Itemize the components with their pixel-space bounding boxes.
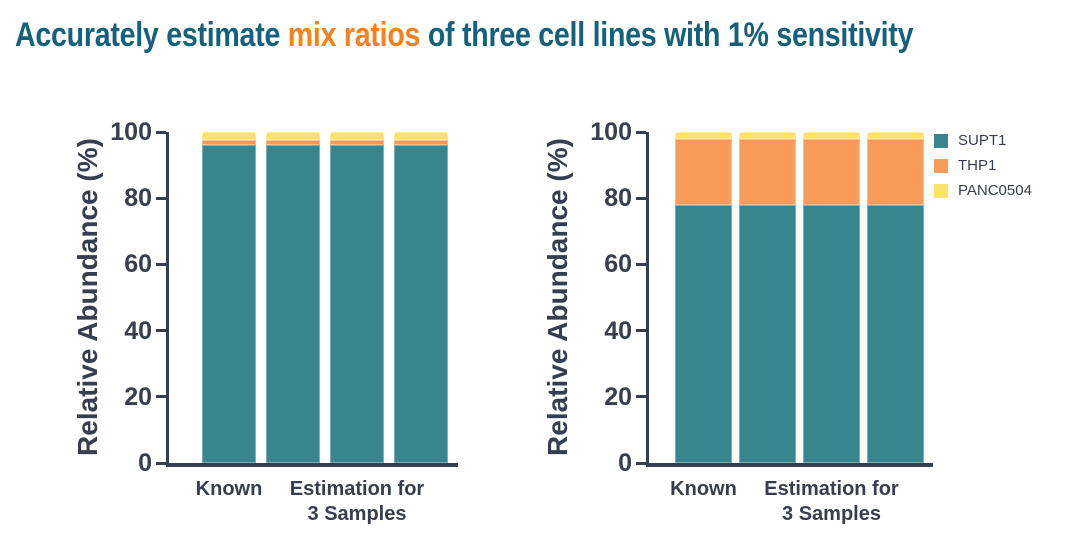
y-axis-tick: [636, 329, 646, 333]
plot-area: 0 20 40 60 80 100 Known Estimation for 3 Sample…: [590, 118, 933, 525]
y-axis-tick: [156, 395, 166, 399]
left-stacked-bar-chart: Relative Abundance (%) 0 20 40 60 80 100 Known…: [60, 110, 530, 540]
y-axis-tick: [156, 262, 166, 266]
legend-label: PANC0504: [958, 182, 1032, 199]
y-axis-tick: [156, 130, 166, 134]
legend-label: THP1: [958, 157, 997, 174]
y-axis-tick: [636, 196, 646, 200]
y-tick-label: 40: [604, 316, 632, 345]
y-tick-label: 80: [604, 184, 632, 213]
x-axis-group-label: Estimation for 3 Samples: [289, 478, 425, 525]
bar-segment-panc0504: [202, 132, 256, 141]
bar-segment-thp1: [394, 140, 448, 146]
y-axis-tick: [156, 329, 166, 333]
right-stacked-bar-chart: Relative Abundance (%) 0 20 40 60 80 100 Known…: [530, 110, 1090, 540]
bar-segment-panc0504: [675, 132, 732, 139]
bar-segment-panc0504: [739, 132, 796, 139]
y-axis-tick: [636, 262, 646, 266]
y-axis-title: Relative Abundance (%): [542, 138, 573, 456]
y-tick-label: 100: [590, 118, 632, 146]
bar-segment-supt1: [803, 204, 860, 463]
stacked-bar: [803, 132, 860, 463]
legend-item: SUPT1: [934, 128, 1032, 153]
bar-segment-thp1: [739, 138, 796, 205]
y-tick-label: 20: [124, 382, 152, 411]
page-title: Accurately estimate mix ratios of three …: [15, 16, 913, 55]
bar-segment-supt1: [394, 145, 448, 463]
stacked-bar: [394, 132, 448, 463]
y-tick-label: 0: [618, 449, 632, 477]
bar-segment-thp1: [867, 138, 924, 205]
x-axis-group-label: Estimation for 3 Samples: [764, 478, 899, 525]
bar-segment-supt1: [266, 145, 320, 463]
bar-segment-panc0504: [330, 132, 384, 141]
y-axis-tick: [636, 130, 646, 134]
title-highlight: mix ratios: [287, 16, 421, 54]
legend: SUPT1 THP1 PANC0504: [934, 128, 1032, 203]
y-tick-label: 20: [604, 382, 632, 411]
bar-segment-panc0504: [803, 132, 860, 139]
y-axis-tick: [156, 461, 166, 465]
y-axis-tick: [636, 461, 646, 465]
y-axis-title: Relative Abundance (%): [72, 138, 103, 456]
legend-item: THP1: [934, 153, 1032, 178]
plot-area: 0 20 40 60 80 100 Known Estimation for 3 Sample…: [110, 118, 458, 525]
y-tick-label: 80: [124, 184, 152, 213]
legend-label: SUPT1: [958, 132, 1007, 149]
legend-swatch-thp1: [934, 158, 948, 173]
legend-swatch-supt1: [934, 133, 948, 148]
legend-swatch-panc0504: [934, 183, 948, 198]
bar-segment-panc0504: [394, 132, 448, 141]
stacked-bar: [867, 132, 924, 463]
y-tick-label: 100: [110, 118, 152, 146]
stacked-bar: [739, 132, 796, 463]
y-axis-tick: [636, 395, 646, 399]
bar-segment-thp1: [202, 140, 256, 146]
bar-segment-thp1: [266, 140, 320, 146]
bar-segment-thp1: [330, 140, 384, 146]
y-tick-label: 60: [124, 250, 152, 279]
stacked-bar: [266, 132, 320, 463]
stacked-bar: [675, 132, 732, 463]
bar-segment-supt1: [867, 204, 924, 463]
bar-segment-supt1: [202, 145, 256, 463]
x-axis-group-label: Known: [670, 478, 737, 500]
bar-segment-thp1: [803, 138, 860, 205]
bar-segment-supt1: [330, 145, 384, 463]
y-axis-tick: [156, 196, 166, 200]
y-tick-label: 40: [124, 316, 152, 345]
y-tick-label: 0: [138, 449, 152, 477]
stacked-bar: [330, 132, 384, 463]
bar-segment-supt1: [739, 204, 796, 463]
bar-segment-supt1: [675, 204, 732, 463]
title-main-prefix: Accurately estimate: [15, 16, 288, 54]
title-main-suffix: of three cell lines with 1% sensitivity: [420, 16, 914, 54]
y-tick-label: 60: [604, 250, 632, 279]
stacked-bar: [202, 132, 256, 463]
legend-item: PANC0504: [934, 178, 1032, 203]
bar-segment-panc0504: [266, 132, 320, 141]
x-axis-group-label: Known: [195, 478, 263, 500]
bar-segment-panc0504: [867, 132, 924, 139]
bar-segment-thp1: [675, 138, 732, 205]
